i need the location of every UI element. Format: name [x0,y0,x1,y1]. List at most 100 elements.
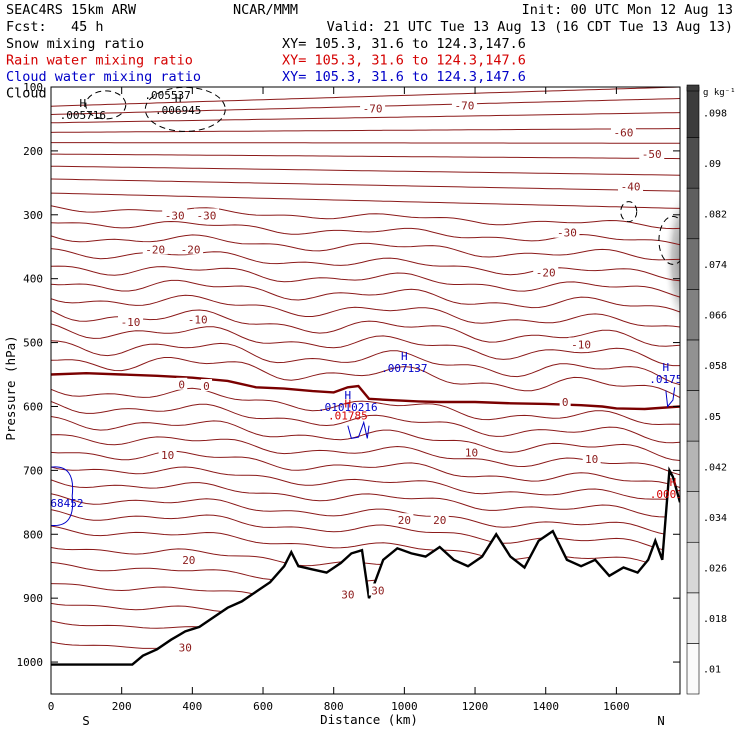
isotherm-contour [51,416,680,461]
isotherm-contour [51,87,680,107]
colorbar-unit: g kg⁻¹ [703,88,736,98]
x-tick-label: 1200 [462,700,489,713]
contour-label-bg [533,265,559,278]
cloud-ice-contour [658,215,680,265]
snow-ratio-contour [85,90,127,120]
field-xy: XY= 105.3, 31.6 to 124.3,147.6 [282,53,526,69]
x-tick-label: 600 [253,700,273,713]
isotherm-contour [51,294,680,328]
contour-label-bg [178,242,204,255]
isotherm-contour [51,450,680,488]
field-xy: XY= 105.3, 31.6 to 124.3,147.6 [282,36,526,52]
colorbar-tick-label: .074 [703,260,727,271]
x-tick-label: 1400 [532,700,559,713]
contour-label: -10 [188,314,208,327]
contour-label-bg [395,513,414,526]
isotherm-contour [51,493,680,536]
contour-label-bg [610,125,636,138]
isotherm-contour [51,357,680,398]
x-tick-label: 800 [324,700,344,713]
colorbar-tick-label: .034 [703,513,727,524]
contour-label-bg [185,312,211,325]
colorbar-tick-label: .082 [703,209,727,220]
field-name: Snow mixing ratio [6,36,144,52]
snow-ratio-contour [144,87,226,132]
contour-label: 20 [182,554,195,567]
contour-label-bg [368,583,387,596]
contour-label-bg [338,587,357,600]
valid-time: Valid: 21 UTC Tue 13 Aug 13 (16 CDT Tue … [327,19,733,35]
isotherm-contour [51,265,680,298]
isotherm-contour [51,340,680,386]
terrain-outline [51,466,680,666]
contour-label-bg [176,640,195,653]
north-end-label: N [657,713,665,728]
colorbar-segment [686,440,700,492]
isotherm-contour [51,323,680,367]
contour-label: 0 [178,379,185,392]
contour-label: 20 [433,514,446,527]
colorbar-segment [686,187,700,240]
contour-label: 30 [341,588,354,601]
contour-label-bg [582,451,601,464]
colorbar-tick-label: .042 [703,462,727,473]
contour-label-bg [451,98,477,111]
y-tick-label: 400 [23,273,43,286]
colorbar-tick-label: .098 [703,108,727,119]
extremum-marker: H [345,397,352,410]
isotherm-contour [51,401,680,444]
contour-label-bg [462,445,481,458]
contour-label: 30 [371,584,384,597]
isotherm-contour [51,234,680,261]
colorbar-segment [686,238,700,290]
contour-label-bg [200,379,212,392]
isotherm-contour [51,309,680,347]
contour-label-bg [162,208,188,221]
contour-label: 10 [585,453,598,466]
contour-label: 0 [203,380,210,393]
contour-label: -10 [121,316,141,329]
y-tick-label: 200 [23,145,43,158]
field-name: Cloud water mixing ratio [6,69,201,85]
center-title: NCAR/MMM [233,2,298,18]
contour-label: 10 [161,449,174,462]
contour-label-bg [618,179,644,192]
y-tick-label: 900 [23,592,43,605]
extremum-value: .005716 [60,109,106,122]
isotherm-contour [51,434,680,476]
contour-label: -60 [614,126,634,139]
south-end-label: S [82,713,90,728]
colorbar: .01 .018 .026 .034 .042 .05 .058 .066 .074 .082 .0… [686,84,727,695]
y-tick-label: 100 [23,81,43,94]
x-tick-label: 1000 [391,700,418,713]
extremum-value: .01010216 [318,401,378,414]
colorbar-segment [686,592,700,644]
colorbar-cap [686,84,700,92]
cloud-water-contour [347,420,370,439]
colorbar-segment [686,289,700,341]
x-tick-label: 400 [182,700,202,713]
contour-label-bg [554,225,580,238]
x-tick-label: 1600 [603,700,630,713]
field-name: Rain water mixing ratio [6,53,193,69]
colorbar-tick-label: .018 [703,614,727,625]
colorbar-segment [686,339,700,391]
y-tick-label: 500 [23,337,43,350]
isotherm-contour [51,466,680,502]
contour-label: -10 [571,338,591,351]
contour-label-bg [158,448,177,461]
colorbar-tick-label: .026 [703,564,727,575]
contour-label-bg [639,147,665,160]
isotherm-contour [51,479,680,518]
y-tick-label: 700 [23,464,43,477]
isotherm-contour [51,192,680,209]
contour-label: -40 [621,181,641,194]
contour-label: -20 [181,243,201,256]
contour-label-bg [559,395,571,408]
contour-label: -20 [536,266,556,279]
colorbar-segment [686,390,700,442]
colorbar-tick-label: .05 [703,412,721,423]
y-tick-label: 1000 [17,656,44,669]
contour-label-bg [179,552,198,565]
